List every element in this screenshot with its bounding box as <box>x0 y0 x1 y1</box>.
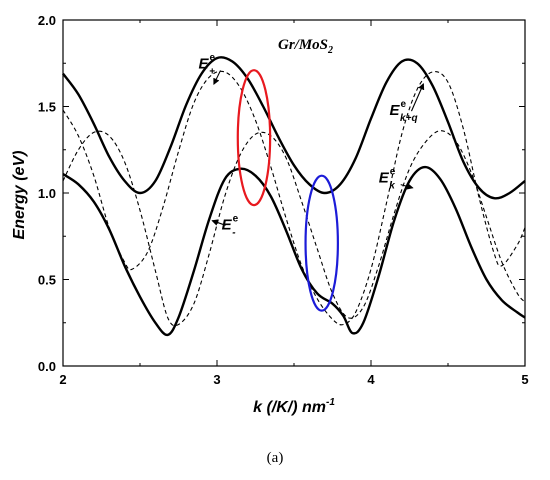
annotations: Ee + Ee - Ee k+q Ee k <box>199 52 425 238</box>
y-tick-label: 0.5 <box>38 273 56 288</box>
x-tick-label: 4 <box>367 372 375 387</box>
series-line <box>62 56 526 200</box>
label-arrow <box>410 83 425 112</box>
panel-label: (a) <box>266 450 284 466</box>
y-tick-label: 1.5 <box>38 100 56 115</box>
y-axis-title: Energy (eV) <box>11 151 28 240</box>
y-tick-label: 2.0 <box>38 13 56 28</box>
x-axis-title: k (/K/) nm-1 <box>253 397 335 416</box>
chart-title: Gr/MoS2 <box>278 37 333 56</box>
ticks: 2 3 4 5 0.0 0.5 1.0 1.5 2.0 <box>38 13 529 387</box>
series-line <box>62 70 526 326</box>
series-lines <box>62 56 526 337</box>
curve-label: Ee k <box>379 167 396 192</box>
highlight-ellipses <box>236 69 339 312</box>
y-tick-label: 0.0 <box>38 359 56 374</box>
label-arrow <box>211 219 226 226</box>
series-line <box>62 165 526 337</box>
plot-frame <box>62 19 526 367</box>
chart: 2 3 4 5 0.0 0.5 1.0 1.5 2.0 Ee + Ee - Ee k+q Ee k Gr/Mo… <box>11 13 529 416</box>
label-arrow <box>400 183 414 190</box>
x-tick-label: 2 <box>59 372 66 387</box>
red-ellipse <box>236 69 272 207</box>
x-tick-label: 3 <box>213 372 220 387</box>
curve-label: Ee - <box>222 213 239 238</box>
blue-ellipse <box>304 174 339 312</box>
series-line <box>62 130 526 327</box>
curve-label: Ee + <box>199 52 216 77</box>
curve-label: Ee k+q <box>389 99 417 124</box>
label-arrow <box>213 70 222 85</box>
y-tick-label: 1.0 <box>38 186 56 201</box>
x-tick-label: 5 <box>521 372 528 387</box>
